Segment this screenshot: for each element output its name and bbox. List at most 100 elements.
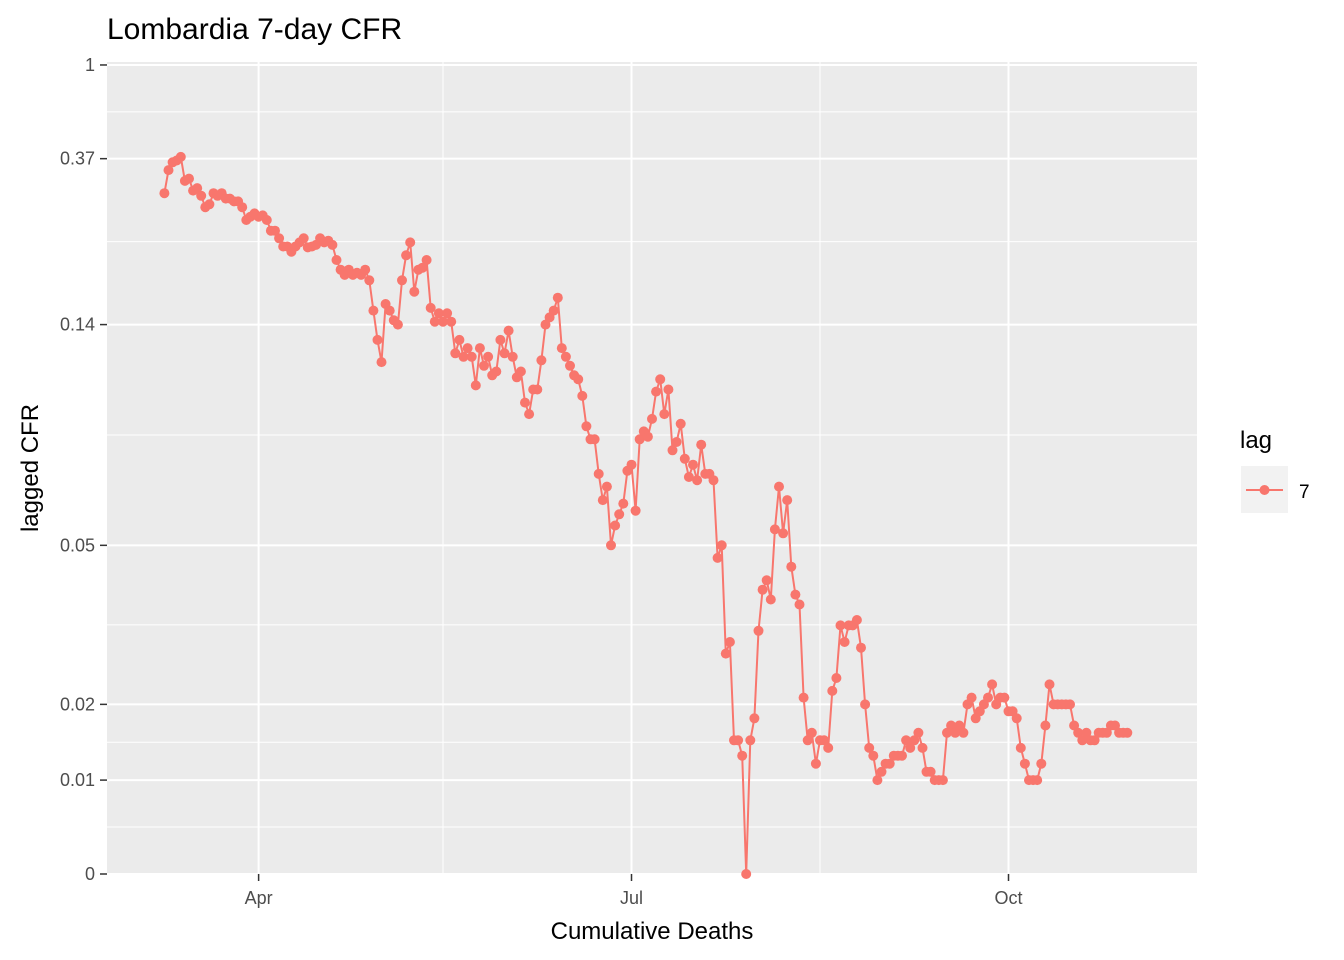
y-tick-label: 0.14: [60, 315, 95, 335]
data-point: [1019, 758, 1030, 769]
data-point: [274, 233, 285, 244]
data-point: [720, 648, 731, 659]
data-point: [741, 869, 752, 879]
data-point: [1044, 679, 1055, 690]
data-point: [515, 366, 526, 377]
data-point: [642, 431, 653, 442]
data-point: [368, 305, 379, 316]
data-point: [261, 215, 272, 225]
data-point: [159, 188, 170, 199]
data-point: [819, 735, 830, 746]
data-point: [438, 316, 448, 327]
data-point: [708, 475, 719, 486]
data-point: [647, 413, 657, 424]
data-point: [626, 459, 637, 470]
data-point: [442, 308, 453, 319]
data-point: [524, 409, 535, 420]
data-point: [1036, 758, 1047, 769]
data-point: [360, 264, 371, 275]
data-point: [925, 766, 936, 777]
plot-panel: [107, 62, 1197, 874]
data-point: [1081, 727, 1092, 738]
data-point: [749, 713, 760, 724]
legend-label: 7: [1299, 482, 1310, 503]
data-point: [392, 319, 403, 330]
data-point: [765, 594, 776, 605]
data-point: [831, 673, 842, 683]
data-point: [733, 735, 744, 746]
data-point: [757, 584, 768, 595]
data-point: [401, 250, 412, 261]
data-point: [433, 308, 444, 319]
data-point: [1015, 742, 1026, 753]
data-point: [905, 742, 916, 753]
data-point: [470, 380, 481, 391]
y-tick-label: 0.37: [60, 149, 95, 169]
data-point: [1040, 720, 1051, 731]
x-tick-label: Jul: [620, 888, 643, 908]
data-point: [860, 699, 871, 710]
data-point: [384, 305, 395, 316]
data-point: [593, 468, 604, 479]
data-point: [999, 692, 1010, 703]
data-point: [376, 357, 387, 368]
data-point: [835, 620, 846, 631]
data-point: [454, 334, 465, 345]
data-point: [552, 292, 563, 303]
data-point: [839, 637, 850, 647]
data-point: [601, 481, 612, 492]
y-axis-title: lagged CFR: [17, 404, 44, 532]
data-point: [884, 758, 895, 769]
data-point: [761, 575, 772, 586]
axis-ticks: [100, 64, 1010, 881]
data-point: [483, 351, 494, 362]
data-point: [610, 520, 621, 531]
data-point: [827, 685, 838, 696]
data-point: [872, 775, 883, 786]
data-point: [1122, 727, 1133, 738]
data-point: [737, 750, 748, 761]
data-point: [688, 459, 698, 470]
data-point: [184, 173, 194, 184]
data-point: [397, 275, 407, 286]
data-point: [1065, 699, 1075, 710]
data-point: [987, 679, 998, 690]
data-point: [942, 727, 952, 738]
data-point: [667, 445, 678, 456]
data-point: [769, 524, 780, 535]
data-point: [196, 190, 207, 201]
data-point: [450, 348, 461, 359]
data-point: [589, 434, 600, 445]
data-point: [913, 727, 924, 738]
data-point: [1011, 713, 1022, 724]
data-point: [675, 418, 686, 429]
legend: lag 7: [1240, 427, 1310, 513]
data-point: [806, 727, 817, 738]
data-point: [429, 316, 440, 327]
data-point: [364, 275, 375, 286]
data-point: [204, 199, 215, 210]
data-point: [458, 351, 469, 362]
data-point: [1077, 735, 1088, 746]
data-point: [655, 374, 666, 385]
data-point: [479, 360, 489, 371]
legend-title: lag: [1240, 427, 1272, 454]
data-point: [175, 151, 186, 162]
data-point: [446, 316, 457, 327]
data-point: [696, 439, 707, 450]
data-point: [659, 409, 670, 420]
series-7: [159, 151, 1133, 879]
data-point: [573, 374, 584, 385]
data-point: [909, 735, 920, 746]
data-point: [724, 637, 735, 647]
data-point: [917, 742, 928, 753]
data-point: [774, 481, 784, 492]
data-point: [606, 540, 616, 551]
x-tick-label: Apr: [245, 888, 273, 908]
data-point: [778, 528, 789, 539]
data-point: [966, 692, 977, 703]
data-point: [802, 735, 813, 746]
y-tick-label: 0.02: [60, 694, 95, 714]
data-point: [597, 495, 608, 506]
